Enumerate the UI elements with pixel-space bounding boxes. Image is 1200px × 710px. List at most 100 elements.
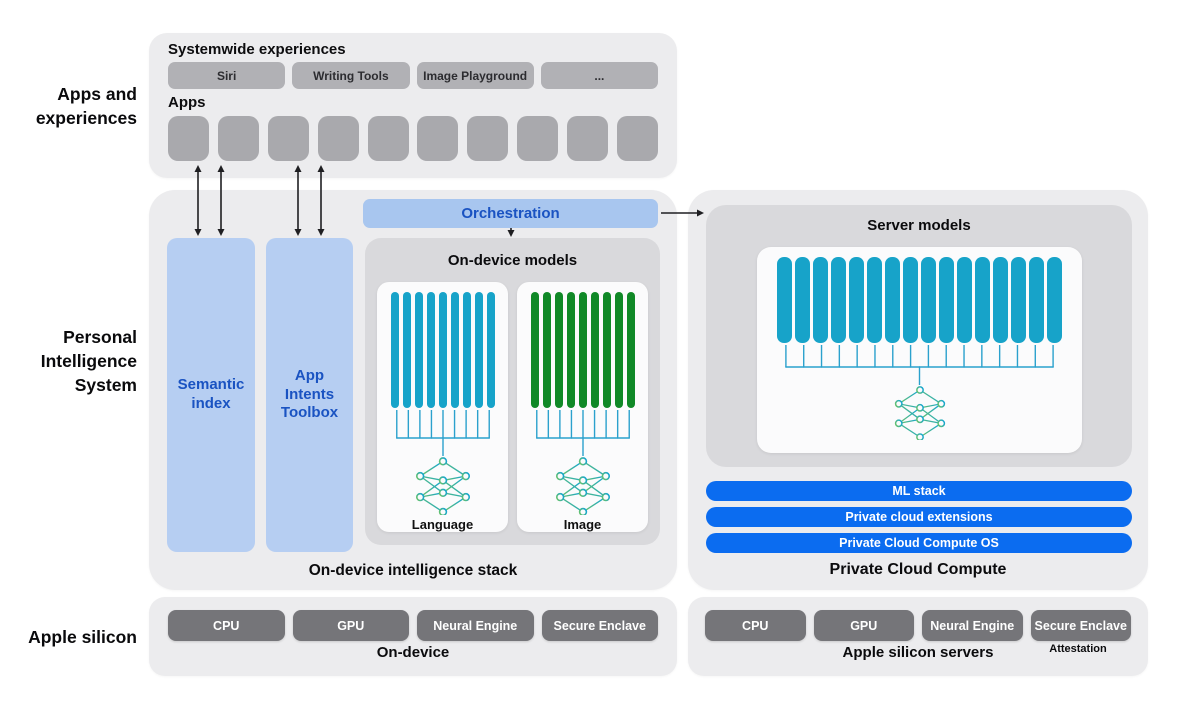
side-label-line: System	[74, 375, 137, 396]
experience-button: Image Playground	[416, 62, 534, 89]
weight-bar	[975, 257, 990, 343]
model-card-language: Language	[377, 282, 508, 532]
weight-bar	[542, 292, 551, 408]
on-device-caption: On-device	[376, 644, 450, 661]
chip-cpu: CPU	[168, 610, 285, 641]
weight-bar	[462, 292, 471, 408]
side-label-line: Personal	[63, 327, 137, 347]
weight-bar	[867, 257, 882, 343]
chip-neural-engine: Neural Engine	[922, 610, 1023, 641]
model-card-image: Image	[517, 282, 648, 532]
weight-bar	[626, 292, 635, 408]
app-placeholder	[417, 116, 459, 161]
side-label-line: Intelligence	[40, 351, 137, 372]
weight-bar	[566, 292, 575, 408]
apple-silicon-on-device-panel: CPU GPU Neural Engine Secure Enclave On-dev…	[149, 597, 677, 676]
side-label-line: Apple silicon	[28, 627, 137, 647]
app-placeholder	[467, 116, 509, 161]
fan-in-lines-icon	[535, 410, 630, 456]
chip-cpu: CPU	[705, 610, 806, 641]
private-cloud-layers: ML stack Private cloud extensions Private …	[706, 481, 1132, 553]
model-card-label: Image	[563, 517, 602, 532]
experience-buttons-row: Siri Writing Tools Image Playground...	[168, 62, 658, 89]
app-squares-row	[168, 116, 658, 161]
weight-bar	[849, 257, 864, 343]
apple-silicon-servers-caption: Apple silicon servers	[842, 644, 994, 661]
orchestration-bar: Orchestration	[363, 199, 658, 228]
server-models-title: Server models	[867, 217, 971, 234]
app-placeholder	[367, 116, 409, 161]
attestation-label: Attestation	[1049, 643, 1107, 655]
weight-bar	[1047, 257, 1062, 343]
weight-bar	[939, 257, 954, 343]
neural-network-icon	[894, 386, 945, 440]
on-device-cards-row: Language Image	[377, 282, 648, 532]
weight-bar	[578, 292, 587, 408]
app-intents-toolbox-column: App Intents Toolbox	[266, 238, 353, 552]
weight-bar	[554, 292, 563, 408]
weight-bar	[414, 292, 423, 408]
experience-button: ...	[540, 62, 658, 89]
chip-neural-engine: Neural Engine	[417, 610, 534, 641]
server-models-box: Server models	[706, 205, 1132, 467]
weight-bar	[614, 292, 623, 408]
app-placeholder	[517, 116, 559, 161]
side-label-apple-silicon: Apple silicon	[0, 625, 137, 649]
on-device-models-title: On-device models	[447, 252, 578, 269]
neural-network-icon	[555, 457, 610, 515]
weight-bar	[390, 292, 399, 408]
private-cloud-compute-panel: Server models ML stack Private cloud exte…	[688, 190, 1148, 590]
weight-bar	[438, 292, 447, 408]
semantic-index-column: Semantic index	[167, 238, 255, 552]
neural-network-icon	[415, 457, 470, 515]
model-weights-bars	[530, 292, 635, 408]
chip-secure-enclave: Secure Enclave	[541, 610, 658, 641]
weight-bar	[602, 292, 611, 408]
private-cloud-layer: Private cloud extensions	[706, 507, 1132, 527]
app-placeholder	[267, 116, 309, 161]
experience-button: Writing Tools	[292, 62, 410, 89]
app-placeholder	[616, 116, 658, 161]
side-label-personal-intelligence-system: Personal Intelligence System	[0, 325, 137, 397]
weight-bar	[530, 292, 539, 408]
app-placeholder	[217, 116, 259, 161]
private-cloud-compute-caption: Private Cloud Compute	[829, 561, 1007, 578]
weight-bar	[590, 292, 599, 408]
weight-bar	[402, 292, 411, 408]
weight-bar	[426, 292, 435, 408]
side-label-line: experiences	[35, 108, 137, 129]
weight-bar	[474, 292, 483, 408]
app-placeholder	[317, 116, 359, 161]
systemwide-experiences-heading: Systemwide experiences	[168, 41, 346, 58]
weight-bar	[777, 257, 792, 343]
on-device-stack-caption: On-device intelligence stack	[308, 562, 518, 579]
weight-bar	[885, 257, 900, 343]
experience-button: Siri	[168, 62, 286, 89]
weight-bar	[921, 257, 936, 343]
weight-bar	[831, 257, 846, 343]
on-device-chips-row: CPU GPU Neural Engine Secure Enclave	[168, 610, 658, 641]
app-placeholder	[168, 116, 209, 161]
side-label-line: Apps and	[57, 84, 137, 104]
apps-heading: Apps	[168, 94, 206, 111]
server-model-card	[757, 247, 1082, 453]
weight-bar	[813, 257, 828, 343]
apps-and-experiences-panel: Systemwide experiences Siri Writing Tools…	[149, 33, 677, 178]
server-chips-row: CPU GPU Neural Engine Secure Enclave	[705, 610, 1131, 641]
on-device-models-box: On-device models Language Image	[365, 238, 660, 545]
weight-bar	[1029, 257, 1044, 343]
weight-bar	[795, 257, 810, 343]
weight-bar	[1011, 257, 1026, 343]
on-device-intelligence-stack-panel: Orchestration Semantic index App Intents…	[149, 190, 677, 590]
model-weights-bars	[390, 292, 495, 408]
weight-bar	[486, 292, 495, 408]
chip-gpu: GPU	[292, 610, 409, 641]
model-card-label: Language	[411, 517, 474, 532]
weight-bar	[903, 257, 918, 343]
chip-gpu: GPU	[813, 610, 914, 641]
side-label-apps-and-experiences: Apps and experiences	[0, 82, 137, 130]
fan-in-lines-icon	[785, 345, 1054, 385]
weight-bar	[957, 257, 972, 343]
model-weights-bars	[777, 257, 1062, 343]
